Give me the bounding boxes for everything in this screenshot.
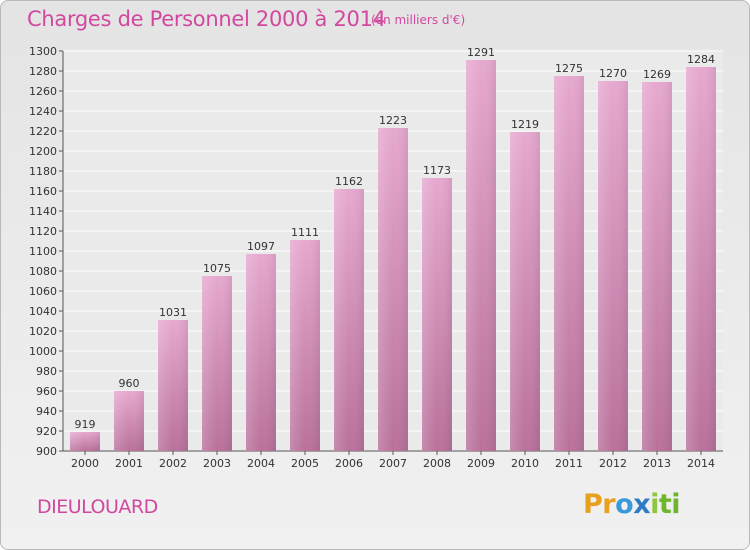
data-label-2009: 1291	[467, 46, 495, 59]
logo-letter: i	[650, 489, 659, 520]
y-tick-label: 1260	[29, 85, 57, 98]
x-tick-label: 2010	[511, 457, 539, 470]
data-label-2011: 1275	[555, 62, 583, 75]
logo-letter: x	[633, 489, 651, 520]
x-tick-label: 2011	[555, 457, 583, 470]
data-label-2007: 1223	[379, 114, 407, 127]
bar-shade-2004	[246, 254, 276, 451]
data-label-2008: 1173	[423, 164, 451, 177]
x-tick-label: 2000	[71, 457, 99, 470]
bar-shade-2007	[378, 128, 408, 451]
y-tick-label: 1040	[29, 305, 57, 318]
y-tick-label: 1020	[29, 325, 57, 338]
data-label-2001: 960	[119, 377, 140, 390]
y-tick-label: 1300	[29, 45, 57, 58]
bar-shade-2013	[642, 82, 672, 451]
bar-shade-2012	[598, 81, 628, 451]
commune-name: DIEULOUARD	[37, 496, 158, 518]
proxiti-logo: Proxiti	[583, 489, 681, 520]
logo-letter: P	[583, 489, 603, 520]
bars	[70, 60, 716, 451]
data-label-2002: 1031	[159, 306, 187, 319]
y-tick-label: 1180	[29, 165, 57, 178]
x-tick-label: 2005	[291, 457, 319, 470]
x-tick-label: 2003	[203, 457, 231, 470]
logo-letter: t	[658, 489, 672, 520]
y-tick-label: 1120	[29, 225, 57, 238]
y-tick-label: 1280	[29, 65, 57, 78]
y-tick-label: 1000	[29, 345, 57, 358]
data-label-2012: 1270	[599, 67, 627, 80]
bar-shade-2008	[422, 178, 452, 451]
y-tick-label: 1200	[29, 145, 57, 158]
x-tick-label: 2002	[159, 457, 187, 470]
y-tick-label: 1160	[29, 185, 57, 198]
data-label-2004: 1097	[247, 240, 275, 253]
y-tick-label: 1220	[29, 125, 57, 138]
bar-shade-2011	[554, 76, 584, 451]
logo-letter: r	[602, 489, 616, 520]
x-tick-label: 2014	[687, 457, 715, 470]
bar-shade-2005	[290, 240, 320, 451]
logo-letter: i	[671, 489, 681, 520]
y-tick-label: 920	[36, 425, 57, 438]
data-label-2003: 1075	[203, 262, 231, 275]
data-label-2014: 1284	[687, 53, 715, 66]
bar-shade-2009	[466, 60, 496, 451]
labels: 900 920 940 960 980 1000 1020 1040 1060 1080 1100 1…	[29, 45, 715, 470]
x-tick-label: 2009	[467, 457, 495, 470]
bar-shade-2014	[686, 67, 716, 451]
bar-shade-2003	[202, 276, 232, 451]
x-tick-label: 2013	[643, 457, 671, 470]
bar-shade-2002	[158, 320, 188, 451]
y-tick-label: 1100	[29, 245, 57, 258]
data-label-2000: 919	[75, 418, 96, 431]
x-tick-label: 2004	[247, 457, 275, 470]
data-label-2013: 1269	[643, 68, 671, 81]
y-tick-label: 960	[36, 385, 57, 398]
y-tick-label: 940	[36, 405, 57, 418]
bar-shade-2000	[70, 432, 100, 451]
data-label-2006: 1162	[335, 175, 363, 188]
x-tick-label: 2008	[423, 457, 451, 470]
data-label-2010: 1219	[511, 118, 539, 131]
y-tick-label: 900	[36, 445, 57, 458]
y-tick-label: 1140	[29, 205, 57, 218]
y-tick-label: 1240	[29, 105, 57, 118]
x-tick-label: 2006	[335, 457, 363, 470]
y-tick-label: 1080	[29, 265, 57, 278]
chart-title: Charges de Personnel 2000 à 2014	[27, 7, 386, 31]
bar-shade-2001	[114, 391, 144, 451]
logo-letter: o	[615, 489, 634, 520]
y-tick-label: 980	[36, 365, 57, 378]
x-tick-label: 2007	[379, 457, 407, 470]
y-tick-label: 1060	[29, 285, 57, 298]
bar-shade-2006	[334, 189, 364, 451]
data-label-2005: 1111	[291, 226, 319, 239]
chart-subtitle: (en milliers d'€)	[371, 13, 466, 27]
x-tick-label: 2012	[599, 457, 627, 470]
bar-shade-2010	[510, 132, 540, 451]
x-tick-label: 2001	[115, 457, 143, 470]
